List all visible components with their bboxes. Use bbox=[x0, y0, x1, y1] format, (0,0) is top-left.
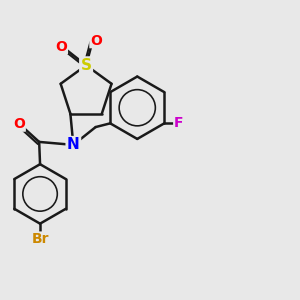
Text: N: N bbox=[67, 137, 80, 152]
Text: O: O bbox=[56, 40, 68, 54]
Text: O: O bbox=[13, 117, 25, 131]
Text: Br: Br bbox=[31, 232, 49, 246]
Text: F: F bbox=[174, 116, 183, 130]
Text: S: S bbox=[81, 58, 92, 73]
Text: O: O bbox=[90, 34, 102, 48]
